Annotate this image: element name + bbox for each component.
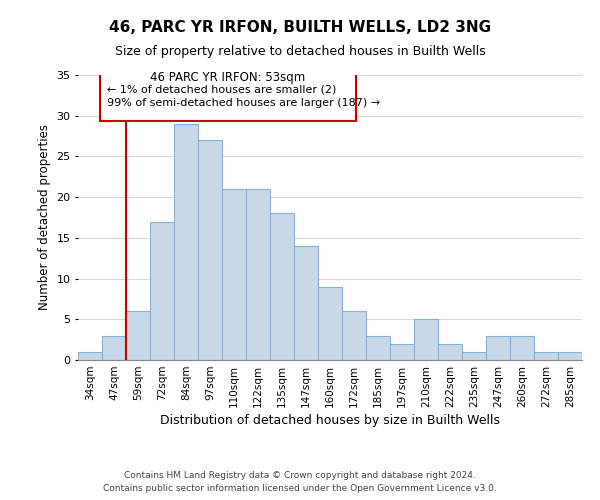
Bar <box>294 246 318 360</box>
Text: 46 PARC YR IRFON: 53sqm: 46 PARC YR IRFON: 53sqm <box>151 71 305 84</box>
Bar <box>486 336 510 360</box>
Bar <box>150 222 174 360</box>
Bar <box>78 352 102 360</box>
Bar <box>558 352 582 360</box>
Text: 99% of semi-detached houses are larger (187) →: 99% of semi-detached houses are larger (… <box>107 98 380 108</box>
Bar <box>270 214 294 360</box>
Bar <box>126 311 150 360</box>
Bar <box>366 336 390 360</box>
Bar <box>390 344 414 360</box>
Text: Size of property relative to detached houses in Builth Wells: Size of property relative to detached ho… <box>115 45 485 58</box>
Bar <box>198 140 222 360</box>
Bar <box>414 320 438 360</box>
Bar <box>102 336 126 360</box>
Bar <box>462 352 486 360</box>
Text: Contains HM Land Registry data © Crown copyright and database right 2024.: Contains HM Land Registry data © Crown c… <box>124 470 476 480</box>
Text: ← 1% of detached houses are smaller (2): ← 1% of detached houses are smaller (2) <box>107 85 336 95</box>
Bar <box>222 189 246 360</box>
Bar <box>510 336 534 360</box>
Bar <box>246 189 270 360</box>
FancyBboxPatch shape <box>100 66 356 120</box>
X-axis label: Distribution of detached houses by size in Builth Wells: Distribution of detached houses by size … <box>160 414 500 427</box>
Y-axis label: Number of detached properties: Number of detached properties <box>38 124 50 310</box>
Bar <box>342 311 366 360</box>
Bar <box>438 344 462 360</box>
Text: Contains public sector information licensed under the Open Government Licence v3: Contains public sector information licen… <box>103 484 497 493</box>
Bar <box>534 352 558 360</box>
Bar <box>318 286 342 360</box>
Text: 46, PARC YR IRFON, BUILTH WELLS, LD2 3NG: 46, PARC YR IRFON, BUILTH WELLS, LD2 3NG <box>109 20 491 35</box>
Bar <box>174 124 198 360</box>
